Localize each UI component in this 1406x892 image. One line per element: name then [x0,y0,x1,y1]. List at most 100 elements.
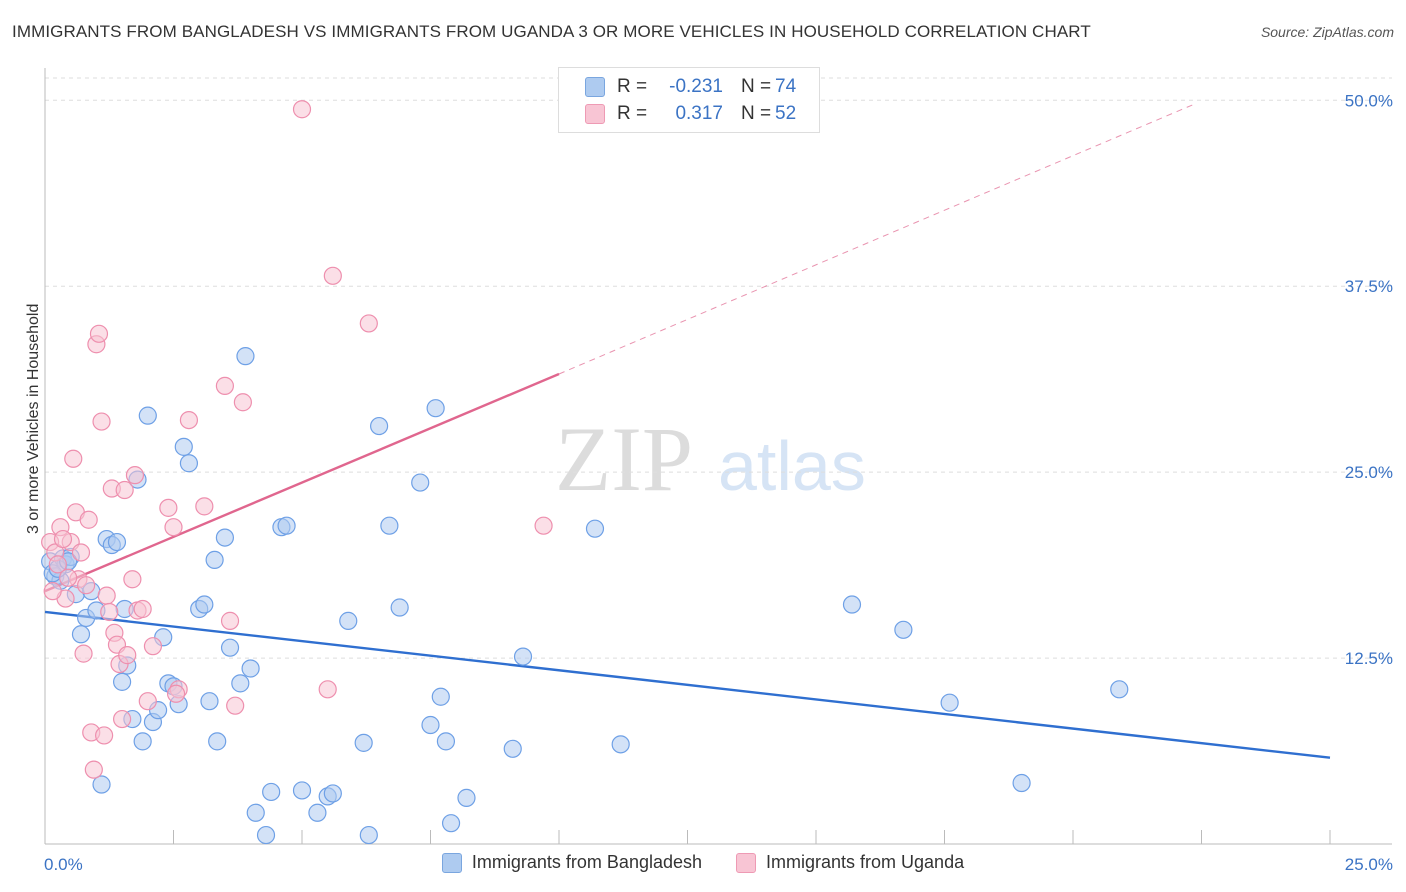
bangladesh-point [133,732,152,751]
uganda-point [233,393,252,412]
uganda-point [48,555,67,574]
uganda-point [133,599,152,619]
uganda-point [125,466,145,485]
chart-legend: Immigrants from Bangladesh Immigrants fr… [0,852,1406,873]
x-tick-label: 25.0% [1345,855,1393,874]
legend-swatch-bangladesh [441,852,462,873]
bangladesh-point [380,516,399,535]
y-tick-label: 25.0% [1345,463,1393,482]
bangladesh-point [241,659,260,678]
bangladesh-point [940,693,959,712]
trend-lines [44,102,1331,759]
bangladesh-trend-line [44,610,1331,759]
bangladesh-point [441,814,461,833]
bangladesh-point [179,454,199,473]
bangladesh-point [205,550,224,570]
r-label: R = [617,76,648,97]
bangladesh-point [200,692,219,711]
bangladesh-point [842,595,862,614]
correlation-row-bangladesh: R = -0.231 N = 74 [585,74,796,100]
bangladesh-point [174,437,193,456]
bangladesh-point [503,739,522,758]
bangladesh-point [585,519,605,538]
bangladesh-point [92,775,111,794]
bangladesh-point [220,638,240,657]
legend-swatch-uganda [736,852,757,873]
axes [44,68,1392,845]
uganda-point [166,684,186,703]
uganda-point [77,576,96,595]
bangladesh-point [246,803,265,822]
uganda-point [143,637,163,656]
data-points [41,100,1129,845]
uganda-point [164,518,183,537]
n-label: N = [741,103,772,124]
source-label: Source: ZipAtlas.com [1260,24,1394,40]
bangladesh-point [513,647,533,666]
bangladesh-point [107,532,127,552]
bangladesh-point [231,674,250,693]
legend-label-bangladesh: Immigrants from Bangladesh [471,852,703,872]
bangladesh-point [457,788,476,807]
uganda-point [95,726,114,745]
grid-lines [45,77,1392,659]
uganda-point [112,709,132,729]
uganda-point [59,568,78,587]
uganda-point [115,480,134,500]
uganda-point [84,760,103,779]
x-tick-label: 0.0% [44,855,83,874]
bangladesh-swatch [585,77,605,97]
bangladesh-point [359,825,378,845]
legend-item-uganda[interactable]: Immigrants from Uganda [736,852,964,873]
bangladesh-point [323,784,342,803]
uganda-point [89,324,109,343]
n-label: N = [741,76,772,97]
uganda-point [138,692,157,711]
uganda-trend-extension [558,102,1197,375]
uganda-point [43,582,62,601]
uganda-point [123,570,142,589]
correlation-row-uganda: R = 0.317 N = 52 [585,101,796,127]
n-value: 74 [775,76,797,97]
n-value: 52 [775,103,797,124]
bangladesh-point [112,672,132,691]
uganda-point [226,696,245,715]
bangladesh-point [262,782,281,802]
bangladesh-point [1012,773,1031,793]
uganda-point [92,412,111,431]
bangladesh-point [421,715,440,735]
uganda-point [359,314,378,333]
legend-item-bangladesh[interactable]: Immigrants from Bangladesh [441,852,703,873]
uganda-point [534,516,553,535]
uganda-point [71,543,91,562]
watermark: ZIP atlas [555,408,866,510]
r-value: 0.317 [675,103,723,124]
y-tick-label: 12.5% [1345,649,1393,668]
bangladesh-point [426,399,445,418]
uganda-point [100,602,119,622]
uganda-point [159,498,178,517]
bangladesh-point [436,732,456,751]
bangladesh-point [370,416,389,436]
uganda-point [79,510,98,529]
uganda-point [220,611,240,630]
bangladesh-point [138,406,157,425]
tick-labels: 12.5% 25.0% 37.5% 50.0% 0.0% 25.0% [44,91,1393,874]
uganda-point [292,100,312,119]
correlation-box: R = -0.231 N = 74 R = 0.317 N = 52 [558,67,820,133]
bangladesh-point [894,620,913,639]
watermark-atlas: atlas [718,427,866,505]
uganda-trend-line [44,372,560,593]
bangladesh-point [277,516,296,535]
bangladesh-point [236,347,255,366]
bangladesh-point [1110,680,1129,699]
uganda-point [74,644,93,663]
uganda-point [215,376,234,395]
y-tick-label: 50.0% [1345,91,1393,110]
bangladesh-point [208,732,227,751]
y-axis-label: 3 or more Vehicles in Household [25,303,42,534]
uganda-point [64,449,83,468]
r-value: -0.231 [669,76,723,97]
uganda-point [179,410,199,430]
